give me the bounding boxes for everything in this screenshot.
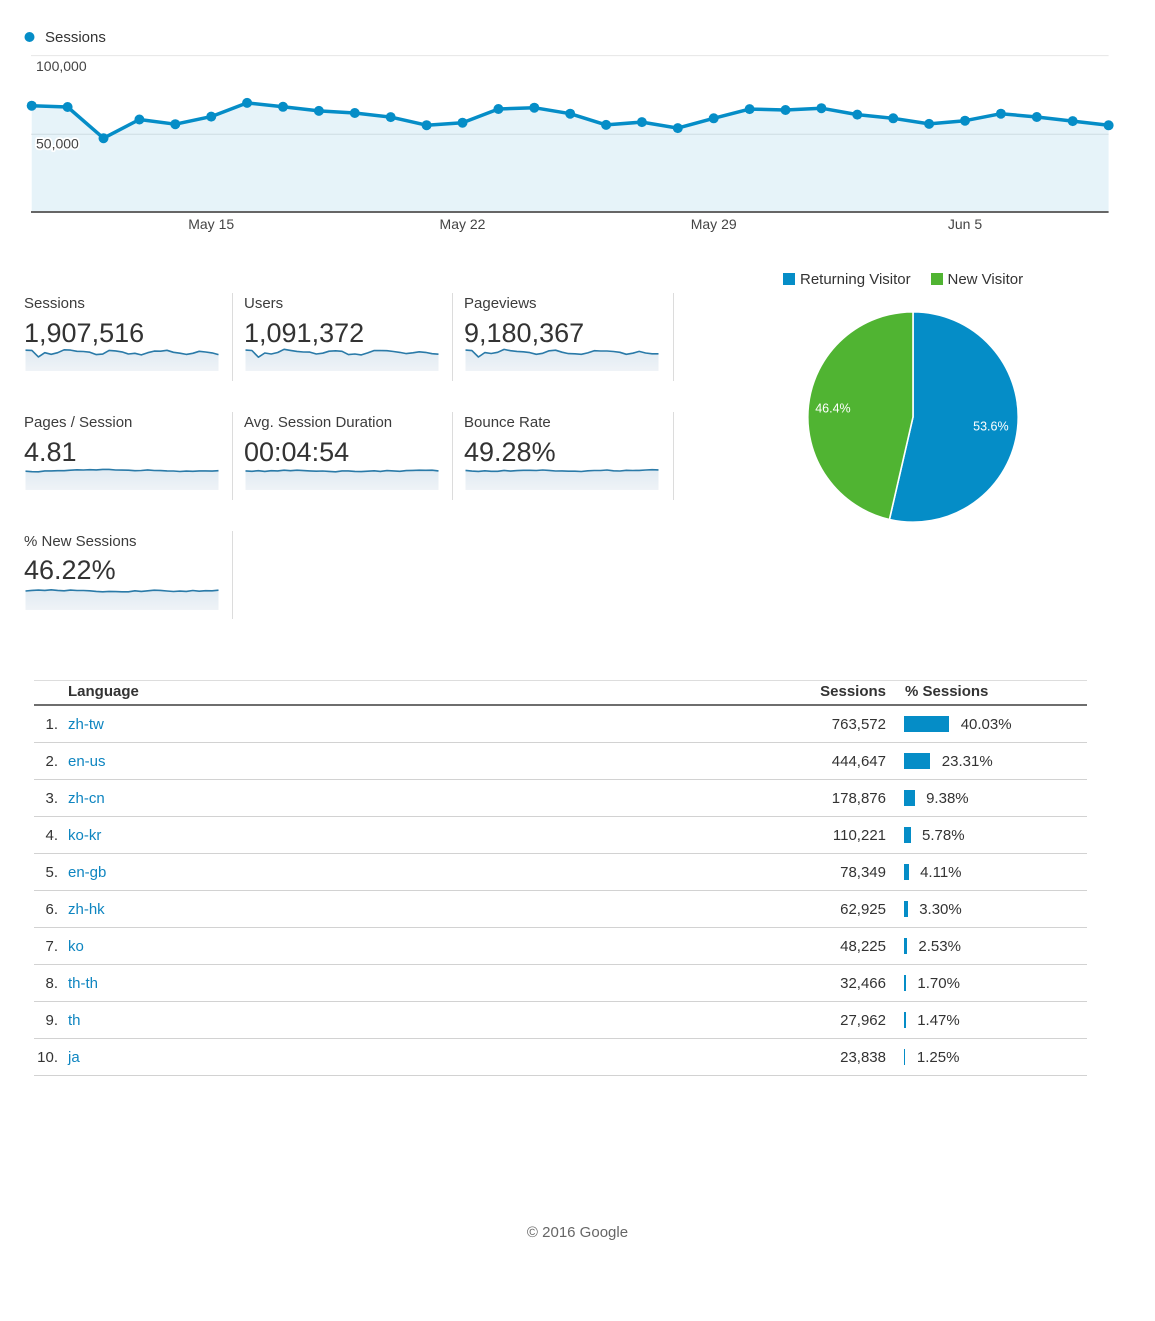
svg-text:May 15: May 15 <box>188 216 234 232</box>
svg-text:May 22: May 22 <box>440 216 486 232</box>
svg-text:Jun 5: Jun 5 <box>948 216 982 232</box>
svg-text:46.4%: 46.4% <box>815 401 850 415</box>
svg-text:50,000: 50,000 <box>36 136 79 152</box>
svg-text:Sessions: Sessions <box>45 29 106 46</box>
svg-text:100,000: 100,000 <box>36 58 87 74</box>
svg-text:53.6%: 53.6% <box>973 419 1008 433</box>
svg-text:May 29: May 29 <box>691 216 737 232</box>
